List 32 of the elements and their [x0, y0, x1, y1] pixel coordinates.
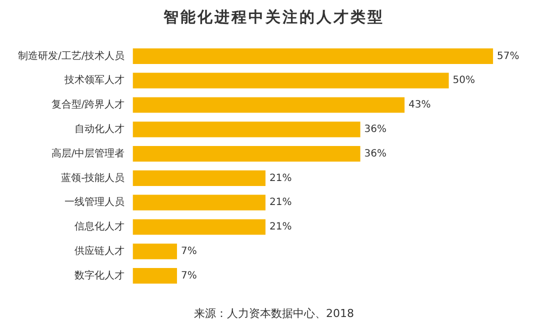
data-label: 21%	[269, 222, 292, 233]
bar	[132, 219, 266, 235]
source-note: 来源：人力资本数据中心、2018	[193, 306, 355, 321]
data-label: 7%	[180, 270, 197, 282]
bar	[132, 146, 360, 162]
bar	[132, 194, 266, 210]
data-label: 21%	[269, 172, 292, 184]
y-tick-label: 数字化人才	[74, 269, 125, 282]
y-tick-label: 蓝领-技能人员	[61, 172, 125, 184]
y-tick-label: 技术领军人才	[64, 74, 125, 86]
bar	[132, 170, 266, 186]
bar	[132, 48, 494, 64]
y-tick-label: 高层/中层管理者	[51, 147, 125, 160]
bar	[132, 122, 360, 138]
data-label: 7%	[180, 246, 197, 257]
bar	[132, 72, 449, 88]
y-tick-label: 供应链人才	[74, 244, 125, 257]
y-tick-label: 复合型/跨界人才	[51, 98, 125, 111]
data-label: 57%	[497, 50, 520, 62]
data-label: 36%	[364, 148, 387, 160]
bar	[132, 244, 177, 260]
data-label: 43%	[408, 100, 431, 111]
y-tick-label: 一线管理人员	[64, 196, 125, 208]
y-tick-label: 制造研发/工艺/技术人员	[18, 50, 125, 62]
data-label: 36%	[364, 124, 387, 135]
data-label: 50%	[452, 75, 476, 86]
y-tick-label: 信息化人才	[74, 220, 125, 233]
bar	[132, 268, 177, 284]
data-label: 21%	[269, 197, 292, 208]
bar	[132, 97, 405, 113]
y-tick-label: 自动化人才	[74, 122, 125, 135]
chart-title: 智能化进程中关注的人才类型	[162, 8, 386, 27]
